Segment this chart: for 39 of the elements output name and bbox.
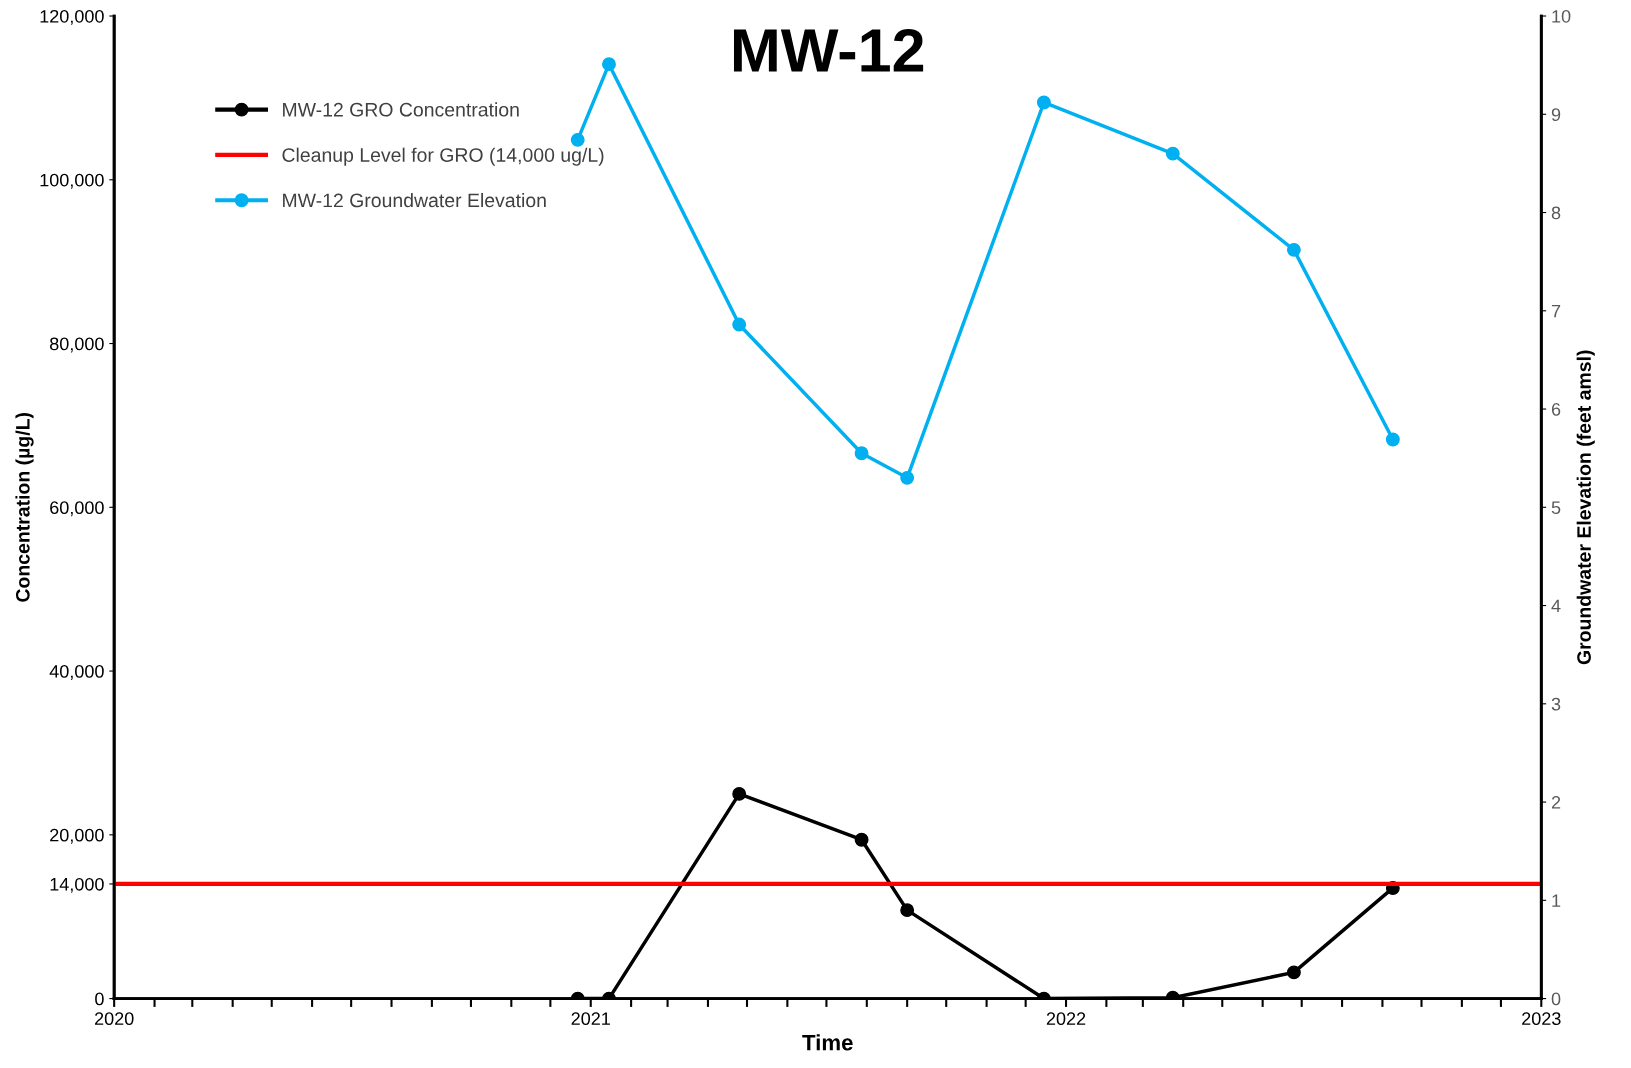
- point: [1385, 432, 1400, 447]
- y-tick-label: 20,000: [50, 828, 104, 844]
- point: [570, 132, 585, 147]
- y2-tick-label: 6: [1551, 402, 1561, 416]
- y-tick-label: 100,000: [40, 173, 104, 189]
- legend-label: MW-12 GRO Concentration: [283, 102, 519, 117]
- y2-axis-title: Groundwater Elevation (feet amsl): [1576, 350, 1595, 665]
- chart-title: MW-12: [733, 28, 924, 72]
- y-tick-label: 120,000: [40, 9, 104, 25]
- y2-tick-label: 1: [1552, 894, 1561, 907]
- y2-tick-label: 7: [1551, 304, 1561, 318]
- point: [1036, 95, 1051, 110]
- point: [854, 446, 869, 461]
- x-tick-label: 2023: [1522, 1012, 1561, 1026]
- x-tick-label: 2020: [95, 1012, 134, 1026]
- legend-label: Cleanup Level for GRO (14,000 ug/L): [282, 147, 604, 166]
- y2-tick-label: 5: [1551, 501, 1561, 515]
- y-tick-label: 40,000: [49, 664, 104, 680]
- y2-tick-label: 0: [1551, 992, 1561, 1006]
- y2-tick-label: 9: [1551, 108, 1561, 121]
- point: [602, 57, 616, 72]
- y2-tick-label: 8: [1551, 206, 1561, 220]
- y-tick-label: 80,000: [50, 337, 104, 353]
- point: [1286, 242, 1301, 257]
- y-tick-label: 0: [95, 992, 104, 1006]
- y2-tick-label: 4: [1551, 599, 1561, 613]
- point: [1165, 146, 1180, 161]
- y-axis-title: Concentration (µg/L): [15, 413, 34, 602]
- point: [900, 470, 915, 485]
- x-tick-label: 2021: [571, 1012, 610, 1026]
- y-tick-label: 14,000: [50, 877, 104, 893]
- y-tick-label: 60,000: [50, 501, 104, 517]
- point: [732, 317, 747, 332]
- y2-tick-label: 3: [1551, 697, 1561, 711]
- x-tick-label: 2022: [1046, 1012, 1086, 1026]
- legend-label: MW-12 Groundwater Elevation: [283, 193, 546, 208]
- x-axis-title: Time: [802, 1034, 853, 1051]
- y2-tick-label: 2: [1551, 796, 1561, 809]
- y2-tick-label: 10: [1552, 9, 1571, 23]
